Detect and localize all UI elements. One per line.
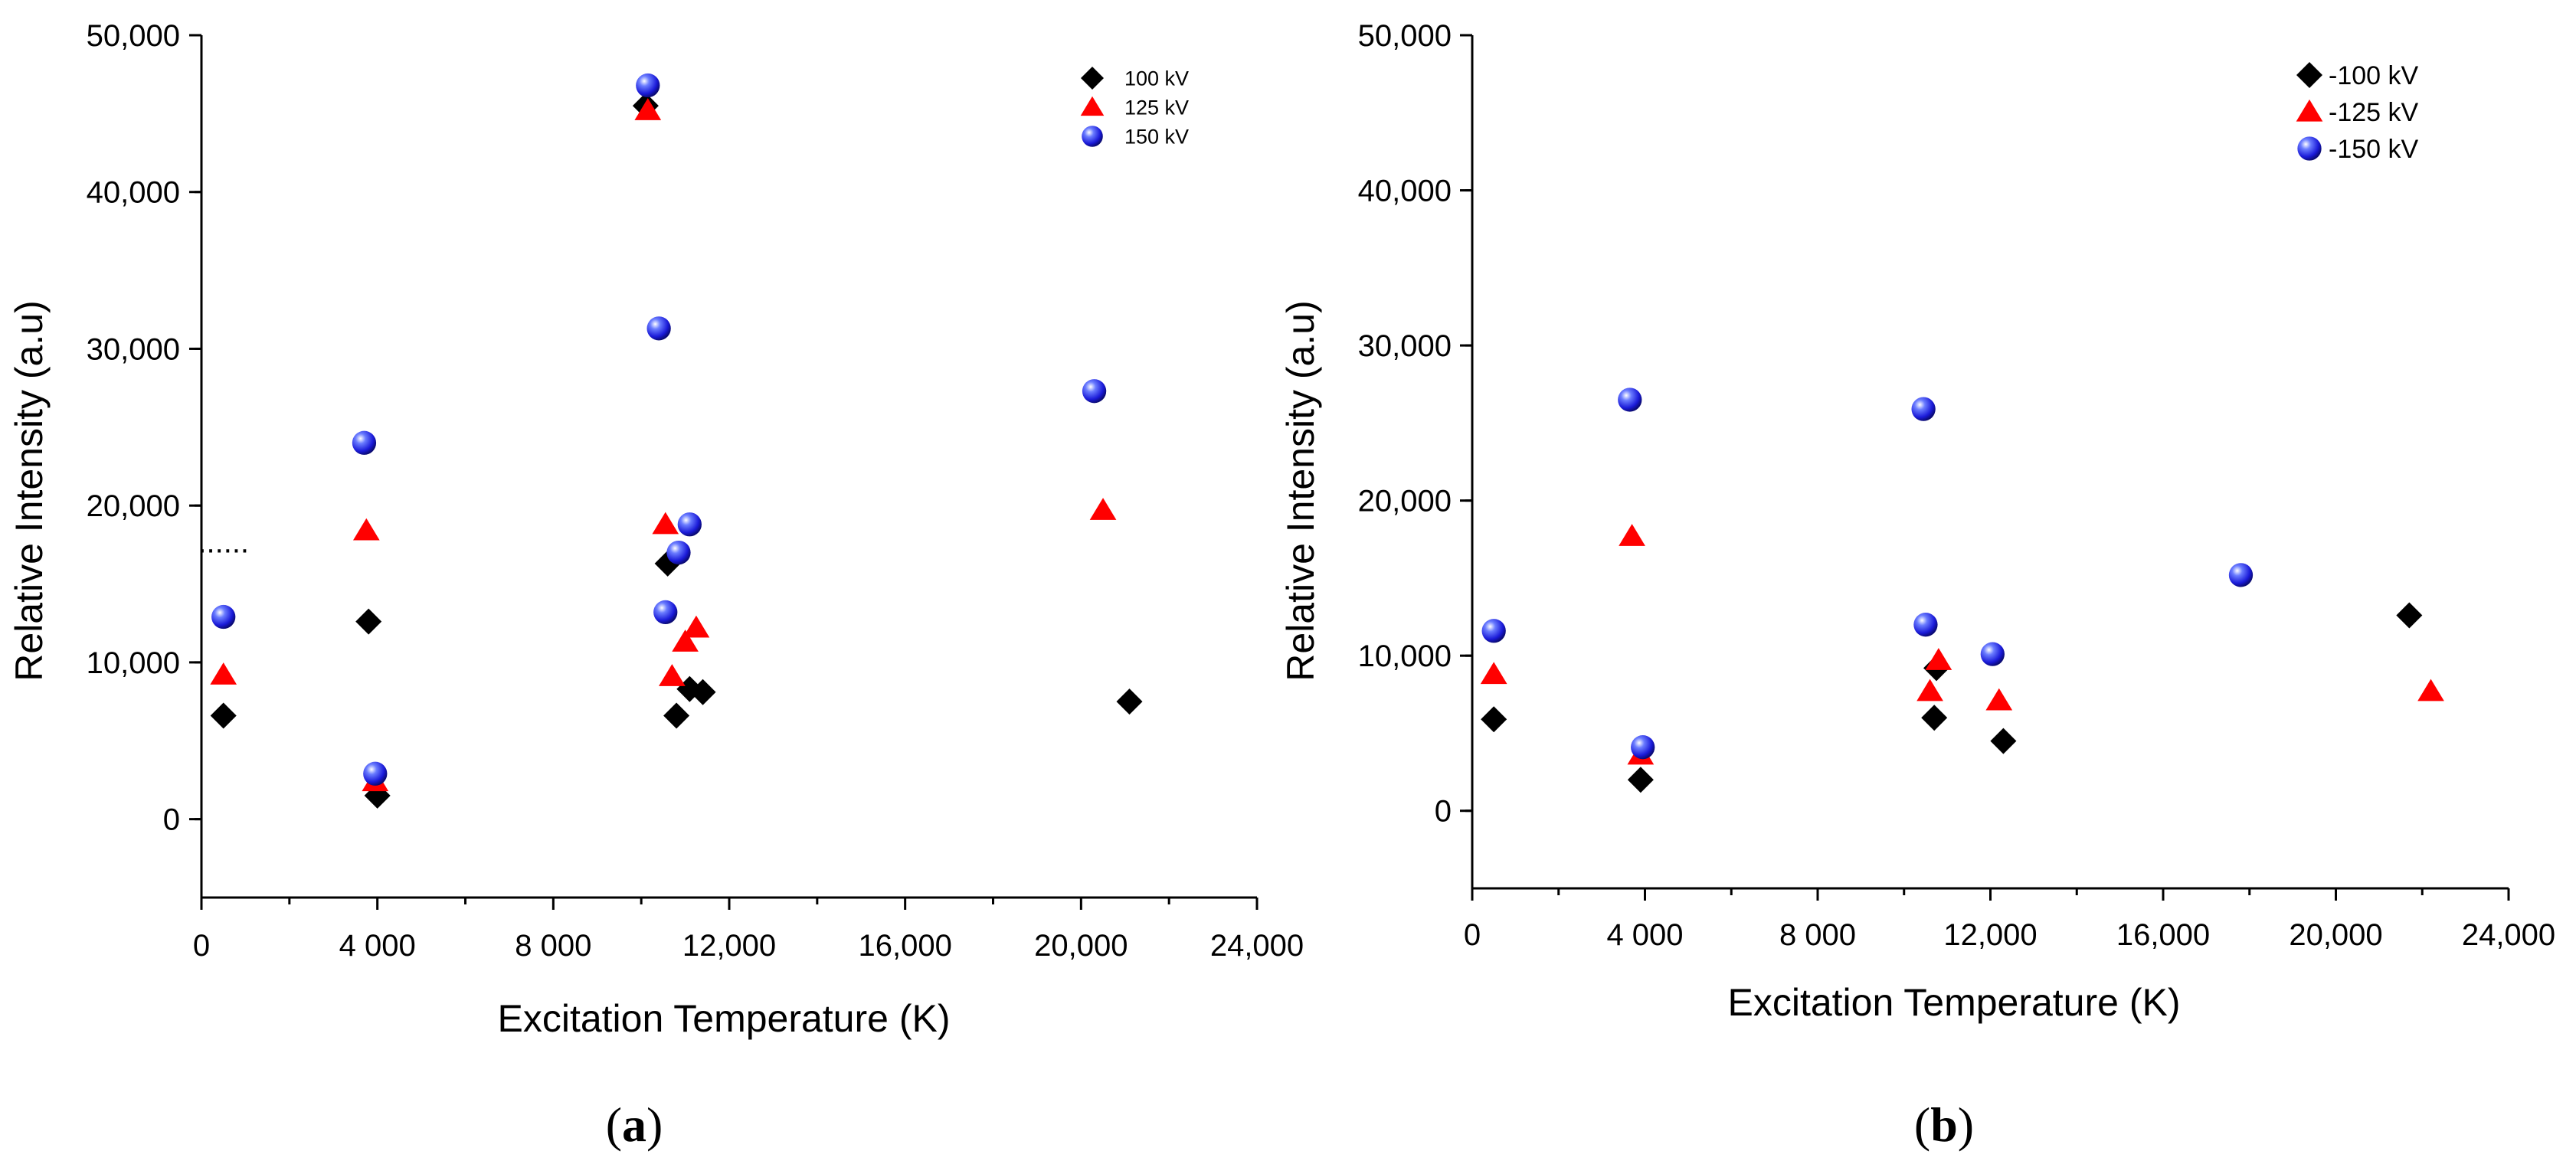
chart-b-y-tick-label: 0 (1435, 795, 1452, 829)
chart-a-point-diamond (1116, 688, 1143, 715)
chart-b-point-sphere (1913, 613, 1938, 637)
chart-a-y-tick-label: 30,000 (87, 332, 180, 366)
chart-b-x-tick-label: 8 000 (1779, 918, 1856, 952)
chart-b-plot: 0 4 000 8 000 12,000 16,000 20,000 24,000 0 10,0… (1358, 19, 2556, 952)
chart-b-legend: -100 kV -125 kV -150 kV (2296, 61, 2418, 164)
chart-a-point-diamond (689, 679, 716, 705)
chart-a-legend-label: 150 kV (1124, 126, 1189, 149)
chart-a-point-sphere (653, 600, 678, 625)
chart-b-y-tick-label: 50,000 (1358, 19, 1452, 53)
chart-a-point-sphere (1082, 379, 1107, 404)
chart-b-point-sphere (1911, 397, 1936, 421)
chart-b-point-triangle (1925, 648, 1952, 670)
chart-b-point-sphere (2228, 563, 2254, 587)
chart-b-y-tick-label: 10,000 (1358, 639, 1452, 673)
chart-b-point-diamond (1921, 705, 1948, 731)
chart-a-point-diamond (355, 608, 382, 635)
chart-a-point-diamond (663, 702, 690, 729)
chart-a-legend-marker (1082, 126, 1103, 147)
chart-a-x-tick-label: 4 000 (339, 929, 416, 963)
chart-a-point-sphere (363, 761, 388, 786)
chart-a-annotation: ...... (198, 526, 249, 560)
chart-b-point-sphere (1618, 388, 1642, 412)
chart-a-y-tick-label: 50,000 (87, 19, 180, 53)
chart-a-point-diamond (210, 702, 237, 729)
chart-a-panel-label: (a) (606, 1097, 663, 1152)
chart-b-panel-label: (b) (1914, 1097, 1974, 1152)
chart-a-xlabel: Excitation Temperature (K) (498, 997, 951, 1040)
chart-a-point-triangle (659, 664, 686, 686)
chart-b-point-triangle (1619, 524, 1645, 546)
chart-a-plot: 0 4 000 8 000 12,000 16,000 20,000 24,000 0 10,0… (87, 19, 1304, 963)
chart-a-point-triangle (634, 98, 662, 120)
chart-b-ylabel: Relative Intensity (a.u) (1279, 300, 1322, 681)
chart-a-legend-marker (1080, 96, 1105, 116)
chart-b-point-diamond (1990, 728, 2017, 754)
chart-a-x-tick-label: 24,000 (1210, 929, 1304, 963)
chart-a-point-sphere (666, 540, 691, 565)
chart-b-y-tick-label: 20,000 (1358, 485, 1452, 518)
chart-a-point-sphere (636, 73, 660, 98)
chart-a-point-triangle (210, 662, 237, 685)
chart-a-point-triangle (352, 518, 380, 541)
chart-b-legend-marker (2296, 99, 2323, 122)
chart-a-x-tick-label: 12,000 (682, 929, 776, 963)
chart-b-x-tick-label: 12,000 (1943, 918, 2037, 952)
chart-a-y-tick-label: 40,000 (87, 176, 180, 210)
chart-b-point-triangle (1916, 679, 1943, 701)
chart-a-x-tick-label: 20,000 (1034, 929, 1128, 963)
chart-b-legend-marker (2297, 136, 2322, 161)
chart-a-point-sphere (646, 316, 671, 341)
chart-a-legend: 100 kV 125 kV 150 kV (1080, 67, 1189, 149)
chart-b-point-triangle (1985, 688, 2013, 711)
chart-b-point-sphere (1481, 619, 1506, 643)
chart-panel-a: 0 4 000 8 000 12,000 16,000 20,000 24,000 0 10,0… (8, 19, 1304, 1152)
chart-b-point-diamond (1481, 706, 1507, 733)
chart-b-point-triangle (2417, 679, 2444, 701)
chart-a-legend-label: 100 kV (1124, 67, 1189, 90)
chart-a-y-tick-label: 0 (163, 803, 180, 837)
chart-a-point-triangle (652, 512, 679, 535)
chart-a-point-triangle (1089, 498, 1117, 520)
chart-a-point-triangle (682, 615, 710, 638)
chart-panel-b: 0 4 000 8 000 12,000 16,000 20,000 24,000 0 10,0… (1279, 19, 2555, 1152)
chart-b-x-tick-label: 4 000 (1606, 918, 1683, 952)
chart-a-legend-marker (1081, 67, 1104, 90)
chart-b-legend-marker (2296, 62, 2322, 88)
chart-a-ylabel: Relative Intensity (a.u) (8, 300, 51, 681)
chart-b-y-tick-label: 30,000 (1358, 329, 1452, 363)
chart-a-point-sphere (677, 512, 702, 537)
chart-a-y-tick-label: 20,000 (87, 489, 180, 523)
chart-b-point-diamond (1627, 767, 1654, 793)
chart-b-point-sphere (1980, 642, 2005, 666)
chart-b-x-tick-label: 0 (1464, 918, 1481, 952)
chart-b-legend-label: -125 kV (2329, 98, 2418, 127)
chart-b-point-diamond (2396, 602, 2423, 629)
chart-a-point-sphere (211, 604, 236, 630)
chart-a-point-triangle (672, 630, 699, 652)
chart-b-x-tick-label: 16,000 (2116, 918, 2210, 952)
chart-b-point-triangle (1480, 662, 1507, 685)
chart-a-x-tick-label: 16,000 (858, 929, 951, 963)
chart-b-legend-label: -150 kV (2329, 135, 2418, 164)
chart-a-point-sphere (352, 430, 377, 455)
chart-b-x-tick-label: 20,000 (2289, 918, 2382, 952)
chart-a-x-tick-label: 0 (193, 929, 210, 963)
chart-a-y-tick-label: 10,000 (87, 646, 180, 680)
chart-b-x-tick-label: 24,000 (2462, 918, 2555, 952)
chart-b-y-tick-label: 40,000 (1358, 175, 1452, 208)
chart-a-legend-label: 125 kV (1124, 96, 1189, 119)
chart-a-x-tick-label: 8 000 (515, 929, 591, 963)
chart-b-xlabel: Excitation Temperature (K) (1728, 981, 2181, 1024)
chart-b-legend-label: -100 kV (2329, 61, 2418, 90)
chart-b-point-sphere (1631, 735, 1655, 760)
